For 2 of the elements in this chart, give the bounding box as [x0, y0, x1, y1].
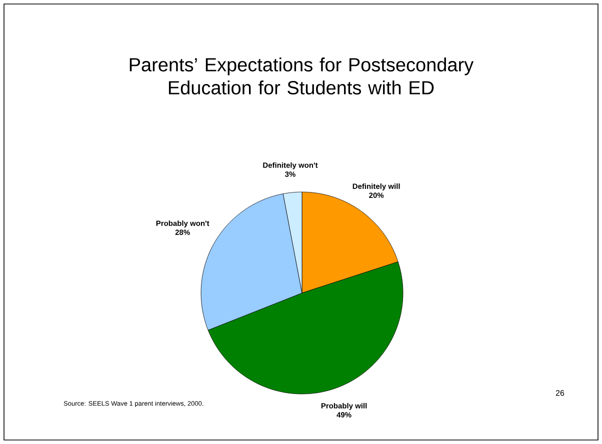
- chart-title: Parents’ Expectations for Postsecondary Education for Students with ED: [130, 58, 474, 94]
- text: 26: [556, 390, 564, 396]
